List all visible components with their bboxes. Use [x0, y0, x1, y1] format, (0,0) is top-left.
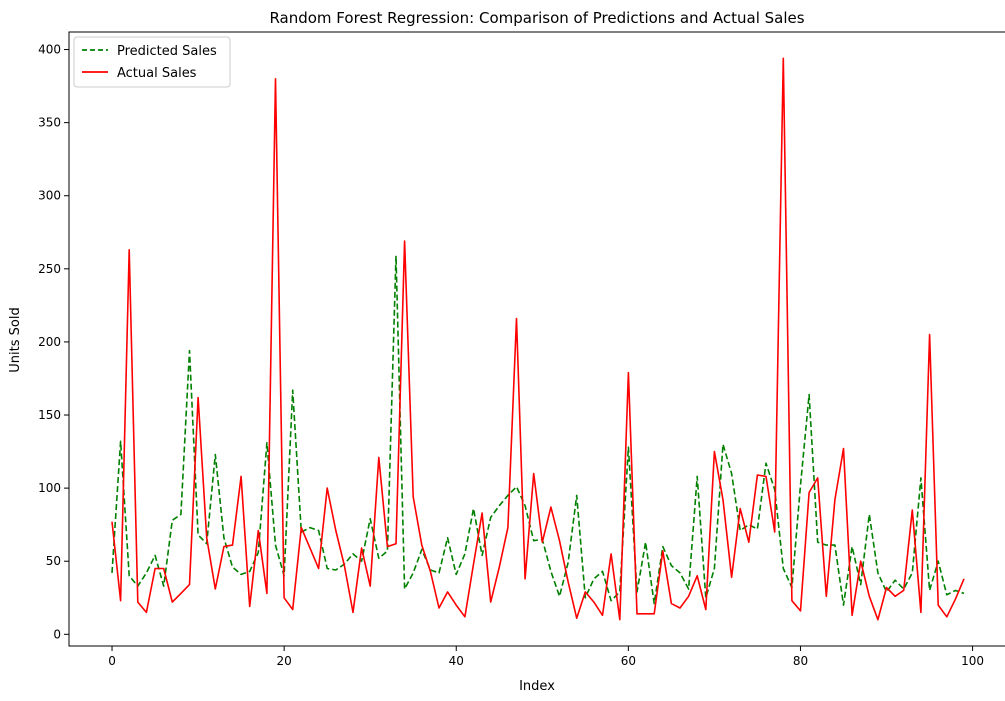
- x-axis-label: Index: [519, 679, 555, 694]
- chart-title: Random Forest Regression: Comparison of …: [269, 9, 804, 27]
- x-axis-ticks: 0 20 40 60 80 100: [108, 646, 984, 668]
- y-axis-label: Units Sold: [8, 307, 23, 372]
- x-tick-label: 80: [793, 654, 808, 668]
- legend-label-predicted: Predicted Sales: [117, 44, 217, 59]
- x-tick-label: 0: [108, 654, 116, 668]
- y-tick-label: 200: [38, 335, 61, 349]
- y-tick-label: 300: [38, 189, 61, 203]
- plot-area: [68, 31, 1005, 647]
- x-tick-label: 60: [621, 654, 636, 668]
- x-tick-label: 40: [449, 654, 464, 668]
- legend-box: [73, 36, 231, 88]
- y-tick-label: 50: [46, 554, 61, 568]
- x-tick-label: 100: [961, 654, 984, 668]
- y-axis-ticks: 0 50 100 150 200 250 300 350 400: [38, 43, 69, 641]
- plot-frame: [68, 31, 1005, 647]
- series-layer: [111, 57, 965, 621]
- series-line-actual-sales: [111, 57, 965, 621]
- legend: Predicted Sales Actual Sales: [73, 36, 231, 88]
- y-tick-label: 250: [38, 262, 61, 276]
- y-tick-label: 350: [38, 116, 61, 130]
- y-tick-label: 150: [38, 408, 61, 422]
- series-line-predicted-sales: [111, 254, 965, 606]
- y-tick-label: 0: [53, 627, 61, 641]
- legend-label-actual: Actual Sales: [117, 66, 197, 81]
- y-tick-label: 100: [38, 481, 61, 495]
- x-tick-label: 20: [276, 654, 291, 668]
- y-tick-label: 400: [38, 43, 61, 57]
